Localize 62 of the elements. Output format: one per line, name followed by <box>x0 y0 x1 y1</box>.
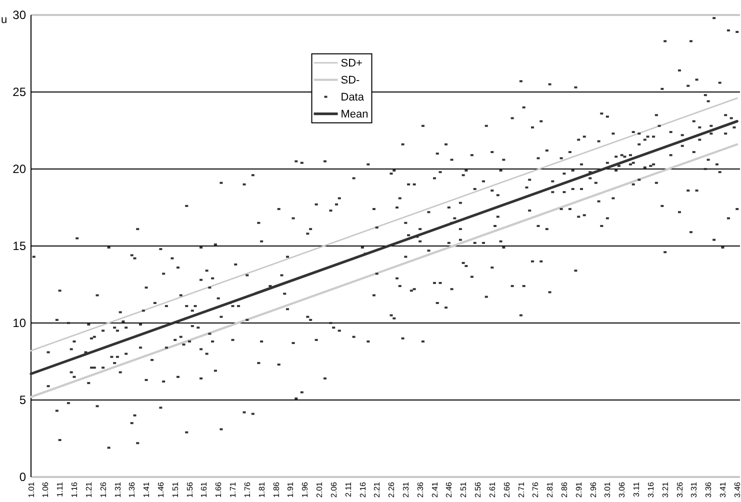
x-tick-label: 2.51 <box>459 481 468 498</box>
x-tick-label: 1.36 <box>128 481 137 498</box>
x-tick-label: 1.81 <box>257 481 266 498</box>
x-tick-label: 1.76 <box>242 481 252 498</box>
x-tick-label: 3.21 <box>660 481 670 498</box>
y-tick-label: 20 <box>12 162 26 176</box>
x-tick-label: 2.91 <box>574 481 584 498</box>
x-tick-label: 1.56 <box>185 481 194 498</box>
x-tick-label: 2.76 <box>531 481 540 498</box>
x-tick-label: 2.16 <box>358 481 368 498</box>
x-tick-label: 2.46 <box>444 481 454 498</box>
x-tick-label: 2.06 <box>329 481 338 498</box>
x-tick-label: 1.16 <box>70 481 80 498</box>
x-tick-label: 2.21 <box>372 481 382 498</box>
x-tick-label: 1.01 <box>26 481 36 498</box>
x-tick-label: 3.36 <box>704 481 714 498</box>
legend-label: SD+ <box>340 58 362 70</box>
x-tick-label: 2.96 <box>588 481 598 498</box>
y-tick-label: 5 <box>19 393 26 408</box>
x-tick-label: 2.41 <box>430 481 440 498</box>
x-tick-label: 1.96 <box>300 481 310 498</box>
x-tick-label: 1.41 <box>142 481 152 498</box>
x-tick-label: 1.06 <box>41 481 50 498</box>
x-tick-label: 2.11 <box>344 481 353 497</box>
legend-label: SD- <box>340 74 360 87</box>
y-tick-label: 25 <box>12 85 26 100</box>
x-tick-label: 1.71 <box>228 481 238 498</box>
x-tick-label: 2.26 <box>387 481 396 498</box>
legend-label: Data <box>340 92 365 104</box>
x-tick-label: 1.11 <box>56 481 65 497</box>
x-tick-label: 1.91 <box>286 481 296 498</box>
x-tick-label: 2.61 <box>488 481 497 498</box>
x-tick-label: 1.26 <box>98 481 108 498</box>
x-tick-label: 3.01 <box>603 481 612 498</box>
x-tick-label: 2.36 <box>416 481 425 498</box>
x-tick-label: 3.46 <box>732 481 741 498</box>
x-tick-label: 1.66 <box>214 481 224 498</box>
x-tick-label: 3.16 <box>646 481 656 498</box>
x-tick-label: 1.21 <box>84 481 94 498</box>
x-tick-label: 1.51 <box>170 481 180 498</box>
y-tick-label: 10 <box>12 316 26 330</box>
x-tick-label: 1.86 <box>272 481 281 498</box>
y-tick-label: 0 <box>19 470 26 484</box>
legend-label: Mean <box>340 108 368 121</box>
x-tick-label: 3.11 <box>632 481 642 497</box>
y-tick-label: 15 <box>12 239 26 254</box>
x-tick-label: 2.31 <box>401 481 410 498</box>
x-tick-label: 2.01 <box>315 481 324 498</box>
x-tick-label: 2.66 <box>502 481 512 498</box>
x-tick-label: 3.26 <box>675 481 684 498</box>
x-tick-label: 3.06 <box>618 481 627 498</box>
x-tick-label: 3.31 <box>690 481 699 498</box>
x-tick-label: 2.86 <box>560 481 569 498</box>
y-axis-title: u <box>1 14 8 26</box>
x-tick-label: 2.81 <box>546 481 555 498</box>
x-tick-label: 2.71 <box>516 481 526 498</box>
y-tick-label: 30 <box>12 8 26 22</box>
x-tick-label: 3.41 <box>718 481 728 498</box>
x-tick-label: 1.31 <box>113 481 122 498</box>
x-tick-label: 2.56 <box>474 481 483 498</box>
x-tick-label: 1.46 <box>156 481 166 498</box>
x-tick-label: 1.61 <box>200 481 209 498</box>
